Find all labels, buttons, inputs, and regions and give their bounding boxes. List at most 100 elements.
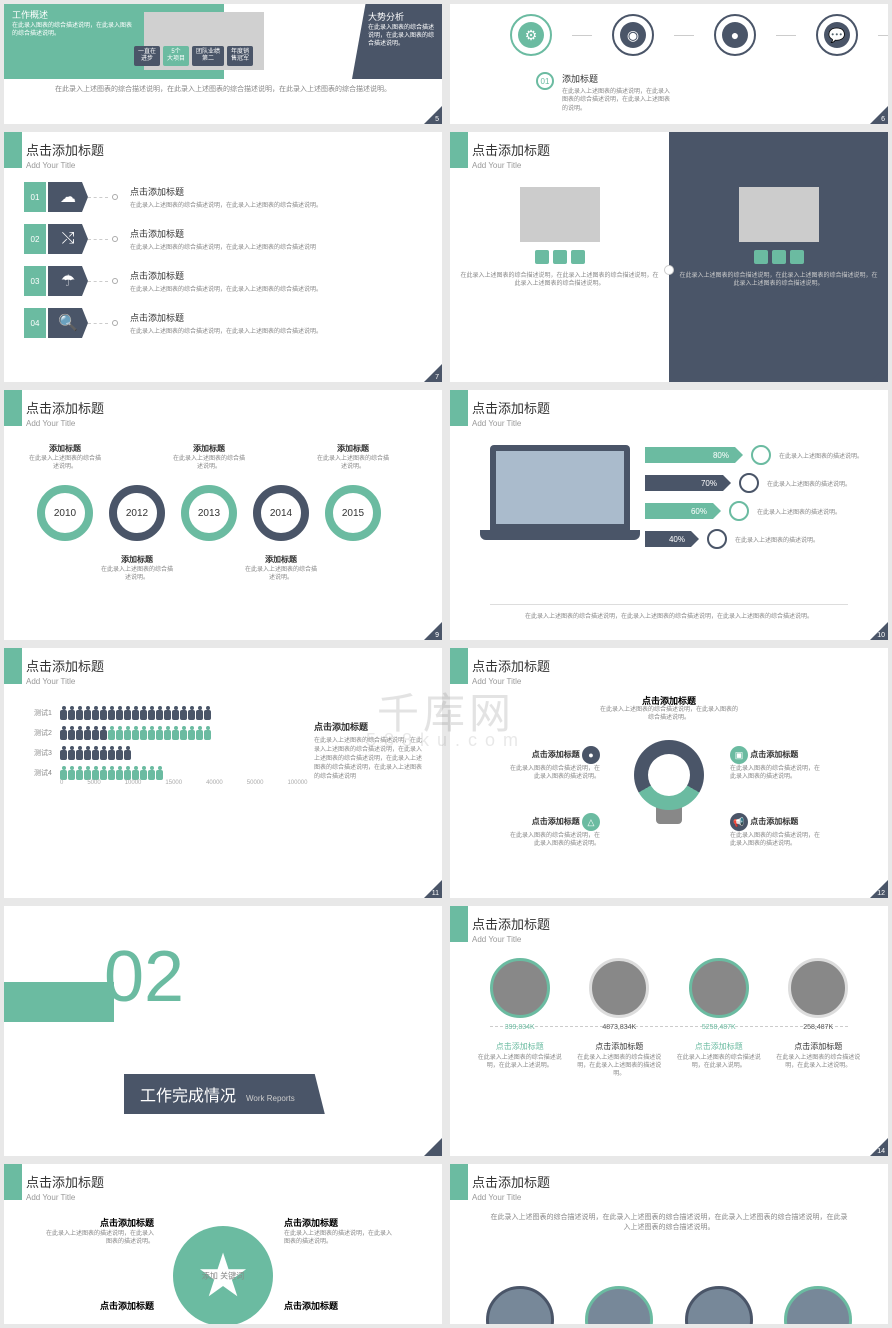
circle-image bbox=[585, 1286, 653, 1324]
s16-circles bbox=[470, 1256, 868, 1324]
person-icon bbox=[68, 766, 75, 780]
s8-col-left: 在此录入上述图表的综合描述说明，在此录入上述图表的综合描述说明，在此录入上述图表… bbox=[450, 187, 669, 289]
axis-tick: 50000 bbox=[247, 780, 264, 786]
person-icon bbox=[68, 706, 75, 720]
person-icon bbox=[164, 706, 171, 720]
circle-image bbox=[784, 1286, 852, 1324]
slide-title: 点击添加标题 bbox=[26, 1172, 442, 1191]
bulb-node: 📢 点击添加标题在此录入图表的综合描述说明，在此录入图表的描述说明。 bbox=[730, 813, 820, 849]
corner-label: 点击添加标题在此录入上述图表的描述说明，在此录入图表的描述说明。 bbox=[44, 1216, 154, 1247]
bar-icon bbox=[751, 445, 771, 465]
wifi-icon: ◉ bbox=[612, 14, 654, 56]
slide-6: ⚙◉●💬🔒 01 添加标题 在此录入上述图表的描述说明，在此录入图表的综合描述说… bbox=[450, 4, 888, 124]
slide-grid: 工作概述 在此录入图表的综合描述说明，在此录入图表的综合描述说明。 大势分析 在… bbox=[0, 0, 892, 1328]
search-icon: 🔍 bbox=[48, 308, 88, 338]
header-accent bbox=[4, 132, 22, 168]
shuffle-icon: ⤭ bbox=[48, 224, 88, 254]
s12-top-d: 在此录入上述图表的综合描述说明，在此录入图表的综合描述说明。 bbox=[599, 707, 739, 723]
person-icon bbox=[148, 766, 155, 780]
person-icon bbox=[172, 726, 179, 740]
bar-icon bbox=[739, 473, 759, 493]
person-icon bbox=[92, 746, 99, 760]
row-label: 测试4 bbox=[34, 768, 54, 778]
s8-icon-row bbox=[460, 250, 659, 264]
header-accent bbox=[450, 906, 468, 942]
progress-bar: 70% 在此录入上述图表的描述说明。 bbox=[645, 473, 863, 493]
gear-icon: ⚙ bbox=[510, 14, 552, 56]
year-circle: 2010 bbox=[37, 485, 93, 541]
node-icon: 📢 bbox=[730, 813, 748, 831]
slide-14: 点击添加标题 Add Your Title 399,834K 点击添加标题 在此… bbox=[450, 906, 888, 1156]
slide-title: 点击添加标题 bbox=[26, 656, 442, 675]
person-icon bbox=[116, 746, 123, 760]
globe-icon: ● bbox=[714, 14, 756, 56]
umbrella-icon: ☂ bbox=[48, 266, 88, 296]
stat-value: 5258,487K bbox=[674, 1024, 764, 1031]
badge: 一直在进步 bbox=[134, 46, 160, 66]
trophy-icon bbox=[790, 250, 804, 264]
header-accent bbox=[4, 648, 22, 684]
slide-title: 点击添加标题 bbox=[26, 140, 442, 159]
item-desc: 在此录入上述图表的综合描述说明，在此录入上述图表的综合描述说明。 bbox=[130, 284, 322, 293]
slide-8: 点击添加标题 Add Your Title 在此录入上述图表的综合描述说明，在此… bbox=[450, 132, 888, 382]
s8-columns: 在此录入上述图表的综合描述说明，在此录入上述图表的综合描述说明，在此录入上述图表… bbox=[450, 187, 888, 289]
person-icon bbox=[148, 726, 155, 740]
stat-title: 点击添加标题 bbox=[475, 1041, 565, 1052]
progress-bar: 80% 在此录入上述图表的描述说明。 bbox=[645, 445, 863, 465]
page-number: 10 bbox=[877, 632, 885, 639]
slide-subtitle: Add Your Title bbox=[26, 677, 442, 686]
person-icon bbox=[76, 706, 83, 720]
slide-subtitle: Add Your Title bbox=[472, 935, 888, 944]
person-icon bbox=[188, 726, 195, 740]
item-title: 点击添加标题 bbox=[130, 269, 322, 282]
s10-footer: 在此录入上述图表的综合描述说明，在此录入上述图表的综合描述说明，在此录入上述图表… bbox=[490, 604, 848, 620]
list-item: 04 🔍 点击添加标题 在此录入上述图表的综合描述说明，在此录入上述图表的综合描… bbox=[24, 308, 422, 338]
circle-image bbox=[589, 958, 649, 1018]
people-row: 测试4 bbox=[34, 766, 211, 780]
item-title: 点击添加标题 bbox=[130, 185, 322, 198]
header-accent bbox=[4, 1164, 22, 1200]
header-accent bbox=[450, 1164, 468, 1200]
slide-title: 点击添加标题 bbox=[26, 398, 442, 417]
year-circle: 2012 bbox=[109, 485, 165, 541]
axis-tick: 10000 bbox=[125, 780, 142, 786]
item-number: 01 bbox=[24, 182, 46, 212]
slide-subtitle: Add Your Title bbox=[472, 1193, 888, 1202]
progress-bar: 60% 在此录入上述图表的描述说明。 bbox=[645, 501, 863, 521]
axis-tick: 5000 bbox=[87, 780, 100, 786]
section-title: 工作完成情况 bbox=[140, 1082, 236, 1106]
person-icon bbox=[140, 726, 147, 740]
person-icon bbox=[68, 726, 75, 740]
corner bbox=[870, 364, 888, 382]
person-icon bbox=[180, 726, 187, 740]
corner-label: 点击添加标题在此录入上述图表的描述说明，在此录入图表的描述说明。 bbox=[284, 1216, 394, 1247]
s16-desc: 在此录入上述图表的综合描述说明，在此录入上述图表的综合描述说明，在此录入上述图表… bbox=[490, 1212, 848, 1232]
section-sub: Work Reports bbox=[246, 1094, 295, 1103]
slide-title: 点击添加标题 bbox=[472, 656, 888, 675]
timeline-label: 添加标题在此录入上述图表的综合描述说明。 bbox=[245, 554, 317, 583]
s6-heading: 添加标题 bbox=[562, 72, 672, 85]
trophy-icon bbox=[571, 250, 585, 264]
page-number: 9 bbox=[435, 632, 439, 639]
laptop-screen bbox=[490, 445, 630, 530]
person-icon bbox=[60, 726, 67, 740]
header-accent bbox=[450, 132, 468, 168]
bar-desc: 在此录入上述图表的描述说明。 bbox=[779, 451, 863, 460]
person-icon bbox=[100, 746, 107, 760]
progress-bar: 40% 在此录入上述图表的描述说明。 bbox=[645, 529, 863, 549]
person-icon bbox=[132, 726, 139, 740]
slide-7: 点击添加标题 Add Your Title 01 ☁ 点击添加标题 在此录入上述… bbox=[4, 132, 442, 382]
bar-desc: 在此录入上述图表的描述说明。 bbox=[735, 535, 819, 544]
person-icon bbox=[172, 706, 179, 720]
axis-tick: 100000 bbox=[287, 780, 307, 786]
slide-subtitle: Add Your Title bbox=[26, 1193, 442, 1202]
s5-left-desc: 在此录入图表的综合描述说明，在此录入图表的综合描述说明。 bbox=[12, 23, 132, 39]
slide-title: 点击添加标题 bbox=[472, 1172, 888, 1191]
s12-top-h: 点击添加标题 bbox=[599, 694, 739, 707]
person-icon bbox=[100, 706, 107, 720]
stat-item: 4873,834K 点击添加标题 在此录入上述图表的综合描述说明，在此录入上述图… bbox=[574, 958, 664, 1078]
header-accent bbox=[4, 390, 22, 426]
s5-right-panel: 大势分析 在此录入图表的综合描述说明，在此录入图表的综合描述说明。 bbox=[352, 4, 442, 79]
person-icon bbox=[108, 706, 115, 720]
slide-10: 点击添加标题 Add Your Title 80% 在此录入上述图表的描述说明。… bbox=[450, 390, 888, 640]
